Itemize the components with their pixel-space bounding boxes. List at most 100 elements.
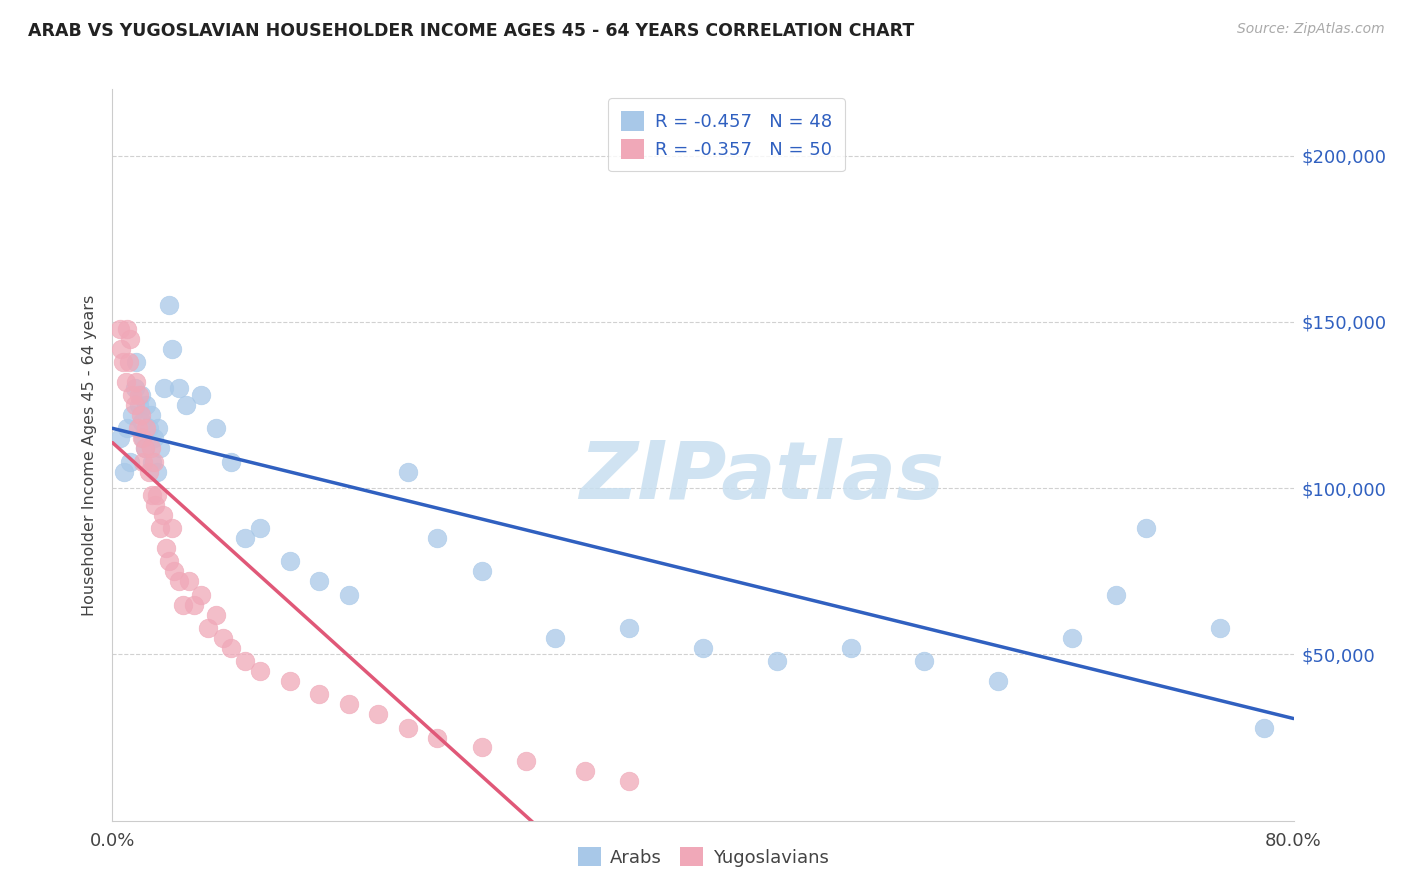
Point [155, 541, 177, 555]
Point [167, 574, 190, 589]
Point [121, 408, 143, 422]
Text: Source: ZipAtlas.com: Source: ZipAtlas.com [1237, 22, 1385, 37]
Point [515, 754, 537, 768]
Point [141, 488, 163, 502]
Point [163, 564, 186, 578]
Point [197, 621, 219, 635]
Point [138, 421, 160, 435]
Point [108, 431, 131, 445]
Point [174, 398, 197, 412]
Point [157, 298, 180, 312]
Point [172, 598, 194, 612]
Point [129, 408, 152, 422]
Point [278, 554, 301, 568]
Point [108, 321, 131, 335]
Point [128, 388, 150, 402]
Point [131, 431, 153, 445]
Point [470, 740, 494, 755]
Point [619, 773, 641, 788]
Point [132, 431, 155, 445]
Point [1208, 621, 1232, 635]
Point [157, 554, 180, 568]
Point [118, 355, 141, 369]
Point [233, 531, 256, 545]
Point [153, 381, 176, 395]
Point [233, 654, 256, 668]
Point [337, 588, 360, 602]
Point [124, 398, 146, 412]
Point [278, 673, 301, 688]
Point [135, 421, 157, 435]
Point [135, 398, 157, 412]
Point [142, 431, 165, 445]
Point [212, 631, 235, 645]
Point [308, 687, 330, 701]
Point [574, 764, 596, 778]
Point [129, 388, 152, 402]
Point [308, 574, 330, 589]
Point [148, 421, 170, 435]
Point [839, 640, 862, 655]
Point [143, 498, 166, 512]
Point [1253, 721, 1275, 735]
Point [205, 421, 228, 435]
Point [1105, 588, 1128, 602]
Point [125, 375, 148, 389]
Point [121, 388, 143, 402]
Point [125, 355, 148, 369]
Text: ARAB VS YUGOSLAVIAN HOUSEHOLDER INCOME AGES 45 - 64 YEARS CORRELATION CHART: ARAB VS YUGOSLAVIAN HOUSEHOLDER INCOME A… [28, 22, 914, 40]
Point [134, 442, 156, 456]
Point [149, 521, 172, 535]
Point [544, 631, 567, 645]
Point [426, 531, 449, 545]
Point [111, 355, 134, 369]
Point [914, 654, 936, 668]
Point [249, 521, 271, 535]
Point [128, 398, 150, 412]
Point [146, 465, 169, 479]
Point [146, 488, 169, 502]
Point [426, 731, 449, 745]
Point [692, 640, 714, 655]
Point [132, 454, 155, 468]
Point [117, 321, 138, 335]
Point [249, 664, 271, 678]
Point [183, 598, 205, 612]
Point [112, 465, 135, 479]
Point [205, 607, 228, 622]
Point [160, 342, 183, 356]
Point [110, 342, 132, 356]
Point [219, 454, 242, 468]
Y-axis label: Householder Income Ages 45 - 64 years: Householder Income Ages 45 - 64 years [82, 294, 97, 615]
Point [117, 421, 138, 435]
Point [367, 707, 389, 722]
Point [1135, 521, 1157, 535]
Point [134, 442, 156, 456]
Point [138, 465, 160, 479]
Point [766, 654, 789, 668]
Point [120, 454, 142, 468]
Point [470, 564, 494, 578]
Point [190, 388, 212, 402]
Point [160, 521, 183, 535]
Legend: Arabs, Yugoslavians: Arabs, Yugoslavians [571, 839, 835, 874]
Point [167, 381, 190, 395]
Point [124, 381, 146, 395]
Point [1062, 631, 1084, 645]
Point [337, 698, 360, 712]
Point [152, 508, 174, 522]
Point [131, 415, 153, 429]
Point [139, 408, 162, 422]
Point [190, 588, 212, 602]
Point [987, 673, 1010, 688]
Point [120, 332, 142, 346]
Point [396, 465, 419, 479]
Point [141, 454, 163, 468]
Point [127, 421, 149, 435]
Point [619, 621, 641, 635]
Point [139, 442, 162, 456]
Point [142, 454, 165, 468]
Point [396, 721, 419, 735]
Point [219, 640, 242, 655]
Point [149, 442, 172, 456]
